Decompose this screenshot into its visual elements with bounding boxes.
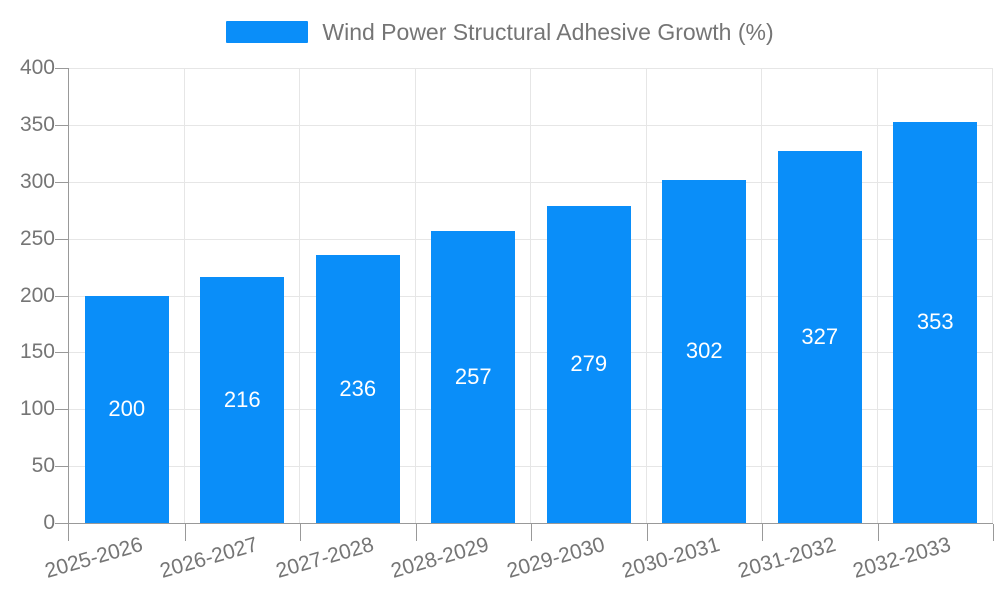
- x-axis-tick-label: 2025-2026: [42, 533, 146, 583]
- x-gridline: [183, 68, 185, 523]
- y-axis-tick-label: 150: [19, 340, 55, 364]
- y-gridline: [69, 238, 993, 240]
- legend-item[interactable]: Wind Power Structural Adhesive Growth (%…: [0, 18, 1000, 46]
- x-axis-tick-label: 2026-2027: [157, 533, 261, 583]
- y-axis-tick: [55, 124, 68, 126]
- y-axis-tick-label: 0: [43, 511, 55, 534]
- x-gridline: [530, 68, 531, 523]
- bar-value-label: 279: [570, 351, 608, 377]
- y-axis-tick: [55, 352, 68, 354]
- bar[interactable]: 257: [431, 230, 516, 523]
- x-gridline: [645, 68, 647, 523]
- x-axis-tick-label: 2031-2032: [735, 533, 839, 583]
- y-axis-tick-label: 350: [19, 112, 55, 136]
- x-axis-tick: [993, 524, 994, 541]
- x-axis-tick-label: 2029-2030: [504, 533, 608, 583]
- x-axis-tick: [184, 524, 186, 541]
- x-gridline: [876, 68, 878, 523]
- y-axis-tick: [55, 68, 68, 69]
- y-gridline: [69, 68, 993, 69]
- x-gridline: [761, 68, 762, 523]
- x-axis-tick-label: 2027-2028: [273, 533, 377, 583]
- x-axis-tick: [68, 524, 69, 541]
- bar-value-label: 257: [454, 363, 492, 389]
- y-axis-tick-label: 200: [19, 283, 55, 307]
- bar[interactable]: 236: [315, 254, 400, 523]
- bar-value-label: 302: [685, 338, 723, 364]
- bar[interactable]: 200: [84, 295, 169, 523]
- y-axis-tick-label: 50: [31, 454, 55, 478]
- y-gridline: [69, 295, 993, 297]
- y-axis-tick: [55, 238, 68, 240]
- y-axis-tick-label: 400: [19, 56, 55, 79]
- x-axis-tick: [762, 524, 763, 541]
- x-axis-tick: [877, 524, 879, 541]
- y-gridline: [69, 466, 993, 468]
- legend-label[interactable]: Wind Power Structural Adhesive Growth (%…: [322, 18, 774, 45]
- bar[interactable]: 353: [893, 121, 978, 523]
- y-axis-tick-label: 300: [19, 169, 55, 193]
- x-axis-tick: [646, 524, 648, 541]
- y-axis-tick: [55, 409, 68, 411]
- bar-value-label: 200: [108, 396, 146, 422]
- y-gridline: [69, 409, 993, 411]
- legend-swatch[interactable]: [226, 21, 309, 43]
- x-gridline: [414, 68, 416, 523]
- plot-area: 0 50 100 150 200 250 300 350 400 2025-2026 2026-20…: [20, 56, 994, 583]
- x-axis-tick-label: 2032-2033: [850, 533, 954, 583]
- bar-value-label: 353: [916, 309, 954, 335]
- x-axis-tick-label: 2028-2029: [388, 533, 492, 583]
- x-axis-tick: [300, 524, 301, 541]
- x-gridline: [992, 68, 993, 523]
- y-axis-tick: [55, 181, 68, 183]
- bar-value-label: 236: [339, 375, 377, 401]
- y-axis-tick: [55, 523, 68, 524]
- x-axis-tick: [415, 524, 417, 541]
- y-gridline: [69, 352, 993, 354]
- bar-value-label: 327: [801, 324, 839, 349]
- y-gridline: [69, 181, 993, 183]
- bar[interactable]: 279: [546, 205, 631, 523]
- bar-value-label: 216: [223, 387, 261, 413]
- bar[interactable]: 327: [777, 151, 862, 523]
- bar[interactable]: 302: [662, 179, 747, 523]
- y-gridline: [69, 124, 993, 126]
- y-axis-tick: [55, 295, 68, 297]
- y-axis-tick: [55, 466, 68, 468]
- bar[interactable]: 216: [200, 277, 285, 523]
- x-gridline: [299, 68, 300, 523]
- x-axis-tick-label: 2030-2031: [619, 533, 723, 583]
- y-axis-tick-label: 100: [19, 397, 55, 421]
- y-axis-tick-label: 250: [19, 226, 55, 250]
- x-axis-tick: [531, 524, 532, 541]
